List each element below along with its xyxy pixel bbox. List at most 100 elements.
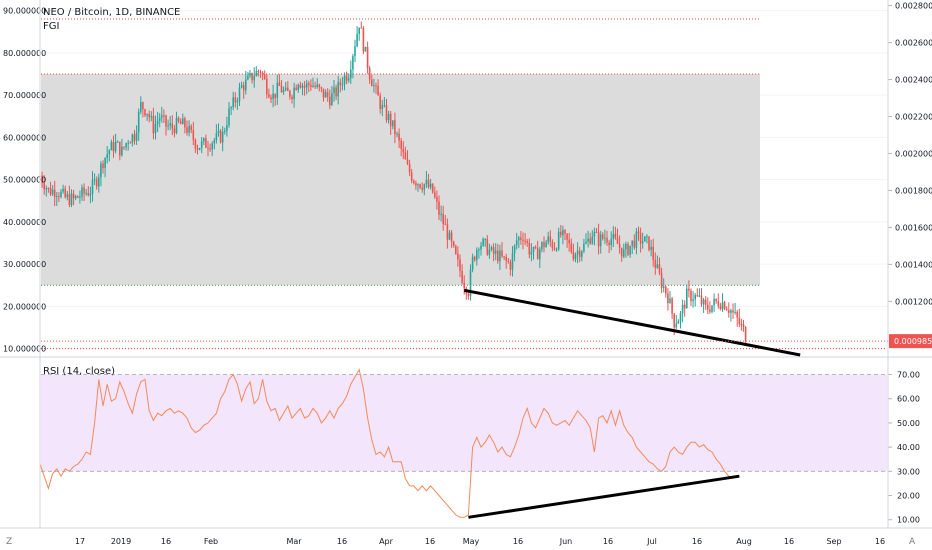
candle xyxy=(520,231,522,245)
right-axis-tick-label: 0.001600 xyxy=(895,223,932,232)
candle xyxy=(738,308,741,328)
candle xyxy=(364,46,367,52)
candle xyxy=(595,227,598,233)
candle-body xyxy=(442,213,444,225)
candle-body xyxy=(215,132,218,141)
candle-body xyxy=(457,253,459,260)
candle xyxy=(583,238,585,254)
candle-body xyxy=(728,310,730,313)
candle xyxy=(177,116,180,124)
candle-body xyxy=(366,46,369,69)
candle-body xyxy=(203,138,205,142)
candle-body xyxy=(658,264,661,274)
candle-body xyxy=(331,93,333,106)
candle xyxy=(618,235,621,254)
time-axis-tick-label: Sep xyxy=(826,537,841,546)
candle-body xyxy=(446,224,449,240)
candle xyxy=(688,280,690,298)
rsi-axis[interactable]: 10.00 20.00 30.00 40.00 50.00 60.00 70.00 xyxy=(888,371,920,525)
candle xyxy=(41,171,43,188)
candle-body xyxy=(618,243,621,248)
symbol-title: NEO / Bitcoin, 1D, BINANCE xyxy=(43,7,180,18)
candle xyxy=(442,205,444,231)
candle-body xyxy=(190,125,192,131)
candle xyxy=(289,89,291,100)
candle-body xyxy=(56,196,58,198)
candle-body xyxy=(713,298,715,306)
candle-body xyxy=(356,33,358,47)
candle xyxy=(331,86,333,106)
candle xyxy=(614,226,617,240)
candle xyxy=(713,293,715,312)
candle-body xyxy=(192,130,195,140)
candle xyxy=(114,133,117,154)
candle-body xyxy=(429,183,432,188)
timezone-icon[interactable]: Z xyxy=(6,537,12,547)
candle xyxy=(413,179,415,185)
candle-body xyxy=(58,196,60,198)
candle xyxy=(316,78,318,89)
candle-body xyxy=(665,286,667,294)
candle xyxy=(308,80,310,93)
candle-body xyxy=(410,172,413,181)
candle xyxy=(287,81,289,92)
candle-body xyxy=(494,250,497,254)
candle xyxy=(299,81,302,89)
candle xyxy=(721,293,724,312)
candle-body xyxy=(282,89,285,93)
time-axis[interactable]: 17 2019 16 Feb Mar 16 Apr 16 May 16 Jun 16 Jul 16 Aug 1… xyxy=(75,537,885,546)
candle-body xyxy=(581,251,583,257)
candle xyxy=(694,292,696,307)
candle xyxy=(419,183,421,190)
candle xyxy=(623,243,625,259)
candle-body xyxy=(188,125,190,133)
candle xyxy=(226,116,228,137)
candle xyxy=(337,75,339,105)
candle xyxy=(112,135,115,158)
candle-body xyxy=(74,196,77,199)
time-axis-tick-label: 17 xyxy=(75,537,85,546)
candle xyxy=(362,26,365,55)
candle xyxy=(161,106,163,123)
time-axis-tick-label: Jun xyxy=(559,537,573,546)
candle xyxy=(591,230,594,245)
rsi-title: RSI (14, close) xyxy=(43,366,115,377)
candle-body xyxy=(734,311,736,313)
right-axis[interactable]: 0.001200 0.001400 0.001600 0.001800 0.002000… xyxy=(41,2,932,349)
candle xyxy=(165,114,167,136)
candle xyxy=(660,267,663,294)
candle xyxy=(156,111,159,133)
candle xyxy=(209,143,211,152)
right-axis-tick-label: 0.002600 xyxy=(895,39,932,48)
candle-body xyxy=(585,241,587,244)
candle xyxy=(555,247,558,253)
candle xyxy=(402,141,405,160)
candle xyxy=(656,255,659,269)
candle xyxy=(398,128,400,149)
auto-scale-icon[interactable]: A xyxy=(909,537,916,547)
candle xyxy=(295,84,297,91)
candle-body xyxy=(85,193,87,195)
rsi-line-layer xyxy=(39,368,734,518)
candle xyxy=(392,120,394,130)
candle xyxy=(635,228,638,255)
candle xyxy=(396,131,398,138)
candle xyxy=(106,146,108,164)
candle xyxy=(490,245,493,252)
candle xyxy=(95,176,98,190)
candle-body xyxy=(312,85,314,87)
candle xyxy=(70,189,73,208)
candle xyxy=(734,302,736,315)
candle-body xyxy=(352,56,354,70)
candle xyxy=(478,247,480,259)
candle xyxy=(293,82,295,108)
candle-body xyxy=(421,187,423,190)
candle xyxy=(127,139,129,151)
candle-body xyxy=(534,246,537,249)
candle xyxy=(677,319,680,324)
candle xyxy=(700,288,703,307)
candle-body xyxy=(400,140,402,149)
candle xyxy=(203,137,205,146)
candle-body xyxy=(660,273,663,289)
candle-body xyxy=(438,201,440,215)
